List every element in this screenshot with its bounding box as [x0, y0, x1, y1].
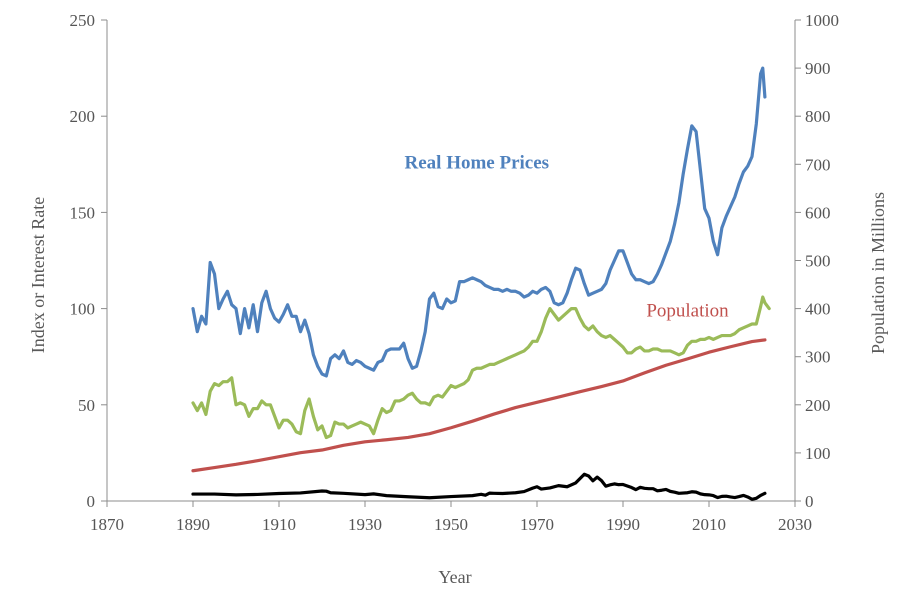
- x-tick-label: 1870: [90, 515, 124, 534]
- x-tick-label: 2030: [778, 515, 812, 534]
- real-home-prices-line: [191, 66, 767, 378]
- real-home-prices-label: Real Home Prices: [405, 152, 550, 173]
- right-y-tick-label: 300: [805, 348, 831, 367]
- right-y-tick-label: 200: [805, 396, 831, 415]
- right-y-tick-label: 1000: [805, 11, 839, 30]
- left-y-axis-title: Index or Interest Rate: [28, 197, 48, 353]
- real-building-costs-line: [191, 295, 771, 440]
- x-tick-label: 2010: [692, 515, 726, 534]
- population-label: Population: [646, 301, 729, 322]
- right-y-axis-title: Population in Millions: [868, 192, 888, 354]
- left-y-tick-label: 0: [87, 492, 96, 511]
- x-tick-label: 1970: [520, 515, 554, 534]
- right-y-tick-label: 800: [805, 107, 831, 126]
- x-tick-label: 1930: [348, 515, 382, 534]
- x-tick-label: 1990: [606, 515, 640, 534]
- left-y-tick-label: 200: [70, 107, 96, 126]
- left-y-tick-label: 100: [70, 300, 96, 319]
- right-y-tick-label: 0: [805, 492, 814, 511]
- interest-rates-line: [191, 472, 767, 501]
- right-y-tick-label: 100: [805, 444, 831, 463]
- right-y-tick-label: 900: [805, 59, 831, 78]
- right-y-tick-label: 700: [805, 155, 831, 174]
- population-line: [191, 338, 767, 473]
- x-axis-title: Year: [438, 567, 471, 587]
- right-y-tick-label: 500: [805, 252, 831, 271]
- x-tick-label: 1910: [262, 515, 296, 534]
- left-y-tick-label: 150: [70, 203, 96, 222]
- right-y-tick-label: 600: [805, 203, 831, 222]
- x-tick-label: 1950: [434, 515, 468, 534]
- right-y-tick-label: 400: [805, 300, 831, 319]
- left-y-tick-label: 250: [70, 11, 96, 30]
- x-tick-label: 1890: [176, 515, 210, 534]
- left-y-tick-label: 50: [78, 396, 95, 415]
